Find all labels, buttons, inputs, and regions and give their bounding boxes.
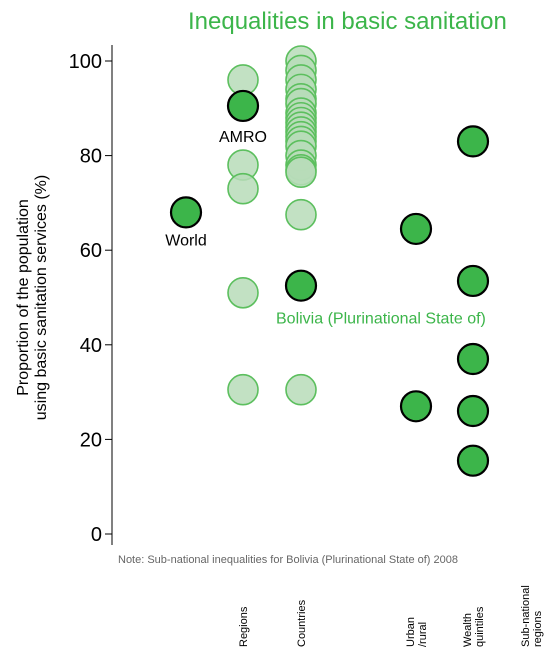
y-tick-label: 80: [80, 146, 102, 168]
data-point-highlight: [226, 89, 260, 123]
data-point-highlight: [456, 342, 490, 376]
data-point-highlight: [169, 196, 203, 229]
data-point: [227, 276, 259, 309]
data-point-highlight: [284, 269, 318, 302]
point-label: Bolivia (Plurinational State of): [276, 311, 486, 328]
category-label: Wealth: [462, 613, 474, 647]
data-point-highlight: [456, 444, 490, 477]
data-point-highlight: [456, 264, 490, 298]
category-label: Countries: [296, 599, 308, 647]
y-tick-label: 60: [80, 240, 102, 262]
y-tick-label: 40: [80, 335, 102, 357]
data-point: [227, 172, 259, 205]
point-label: World: [165, 232, 207, 249]
category-label: regions: [532, 610, 544, 647]
data-point-highlight: [456, 394, 490, 428]
point-label: AMRO: [219, 129, 267, 146]
y-tick-label: 0: [91, 524, 102, 546]
y-tick-label: 100: [69, 51, 102, 73]
category-label: quintiles: [474, 606, 486, 647]
chart-note: Note: Sub-national inequalities for Boli…: [118, 554, 458, 566]
y-tick-label: 20: [80, 429, 102, 451]
data-point: [285, 373, 317, 406]
data-point: [285, 156, 317, 188]
category-label: Regions: [238, 606, 250, 647]
category-label: /rural: [417, 622, 429, 647]
y-axis-title: Proportion of the population: [15, 199, 32, 396]
y-axis-title: using basic sanitation services (%): [33, 175, 50, 420]
category-label: Urban: [405, 617, 417, 647]
chart-title: Inequalities in basic sanitation: [188, 8, 507, 35]
category-label: Sub-national: [520, 585, 532, 647]
data-point: [285, 198, 317, 231]
data-point: [227, 373, 259, 406]
data-point-highlight: [456, 125, 490, 158]
data-point-highlight: [399, 212, 433, 246]
data-point-highlight: [399, 390, 433, 423]
